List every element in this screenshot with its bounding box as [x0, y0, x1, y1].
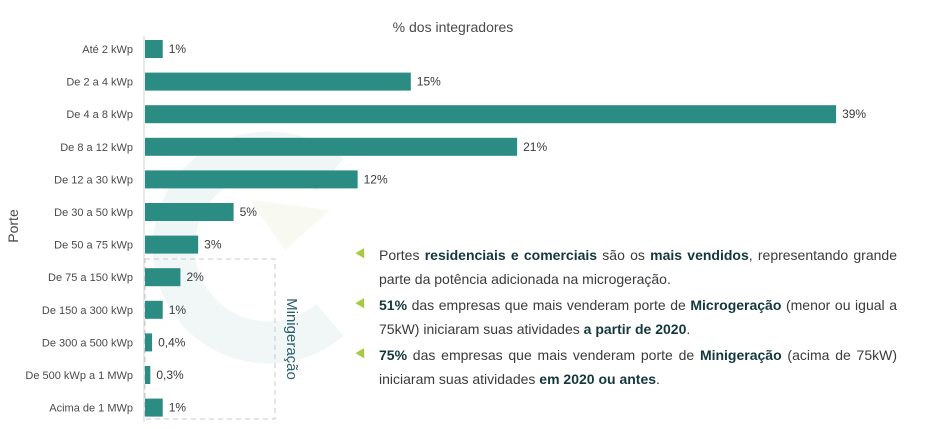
arrow-bullet-icon — [355, 348, 369, 361]
bold-text: em 2020 ou antes — [539, 370, 657, 387]
finding-bullet: 51% das empresas que mais venderam porte… — [355, 294, 898, 341]
bold-text: Minigeração — [699, 347, 782, 363]
value-label: 1% — [169, 303, 187, 317]
text: , representando grande parte da potência… — [379, 247, 897, 287]
bar — [145, 333, 153, 352]
bar — [145, 366, 151, 384]
bar — [145, 170, 358, 189]
category-label: De 75 a 150 kWp — [48, 272, 133, 284]
text: Portes — [379, 247, 425, 263]
value-label: 3% — [204, 238, 222, 252]
chart-title: % dos integradores — [393, 19, 514, 35]
value-label: 1% — [169, 401, 187, 415]
text: . — [686, 320, 691, 337]
bold-text: 51% — [379, 297, 408, 313]
category-label: De 12 a 30 kWp — [54, 174, 133, 186]
category-label: De 30 a 50 kWp — [54, 207, 133, 219]
value-label: 39% — [842, 107, 866, 121]
bar — [145, 203, 234, 221]
text: das empresas que mais venderam porte de — [407, 347, 700, 363]
category-label: De 2 a 4 kWp — [66, 77, 133, 89]
value-label: 1% — [169, 42, 187, 56]
category-label: De 4 a 8 kWp — [66, 109, 133, 121]
value-label: 12% — [364, 172, 388, 186]
bar — [145, 72, 411, 91]
category-label: Acima de 1 MWp — [49, 403, 133, 415]
bar — [145, 40, 163, 58]
text: são os — [597, 247, 651, 263]
key-findings-list: Portes residenciais e comerciais são os … — [355, 244, 898, 394]
category-label: Até 2 kWp — [82, 44, 133, 56]
bar — [145, 300, 163, 319]
y-axis-title: Porte — [5, 209, 21, 243]
text: . — [656, 370, 660, 387]
category-label: De 500 kWp a 1 MWp — [25, 370, 133, 382]
text: (menor ou igual a 75kW) iniciaram suas a… — [379, 297, 898, 337]
finding-bullet: Portes residenciais e comerciais são os … — [355, 244, 897, 291]
minigeracao-group-label: Minigeração — [283, 298, 300, 380]
category-label: De 150 a 300 kWp — [42, 305, 133, 317]
bar — [145, 105, 837, 124]
value-label: 21% — [523, 140, 547, 154]
bar — [145, 137, 518, 156]
finding-bullet: 75% das empresas que mais venderam porte… — [355, 344, 897, 391]
bold-text: Microgeração — [690, 297, 782, 313]
text: (acima de 75kW) iniciaram suas atividade… — [379, 347, 897, 387]
value-label: 0,4% — [158, 335, 186, 349]
bold-text: mais vendidos — [650, 247, 749, 263]
bold-text: residenciais e comerciais — [424, 247, 598, 263]
bar — [145, 398, 163, 417]
text: das empresas que mais venderam porte de — [407, 297, 691, 313]
bold-text: 75% — [379, 347, 408, 363]
category-label: De 8 a 12 kWp — [60, 142, 133, 154]
category-label: De 300 a 500 kWp — [42, 337, 133, 349]
bar — [145, 235, 199, 254]
arrow-bullet-icon — [355, 298, 369, 311]
value-label: 0,3% — [156, 368, 184, 382]
category-label: De 50 a 75 kWp — [54, 240, 133, 252]
value-label: 5% — [240, 205, 258, 219]
value-label: 15% — [417, 75, 441, 89]
arrow-bullet-icon — [355, 248, 369, 261]
bar — [145, 268, 181, 287]
value-label: 2% — [186, 270, 204, 284]
bold-text: a partir de 2020 — [583, 320, 687, 337]
